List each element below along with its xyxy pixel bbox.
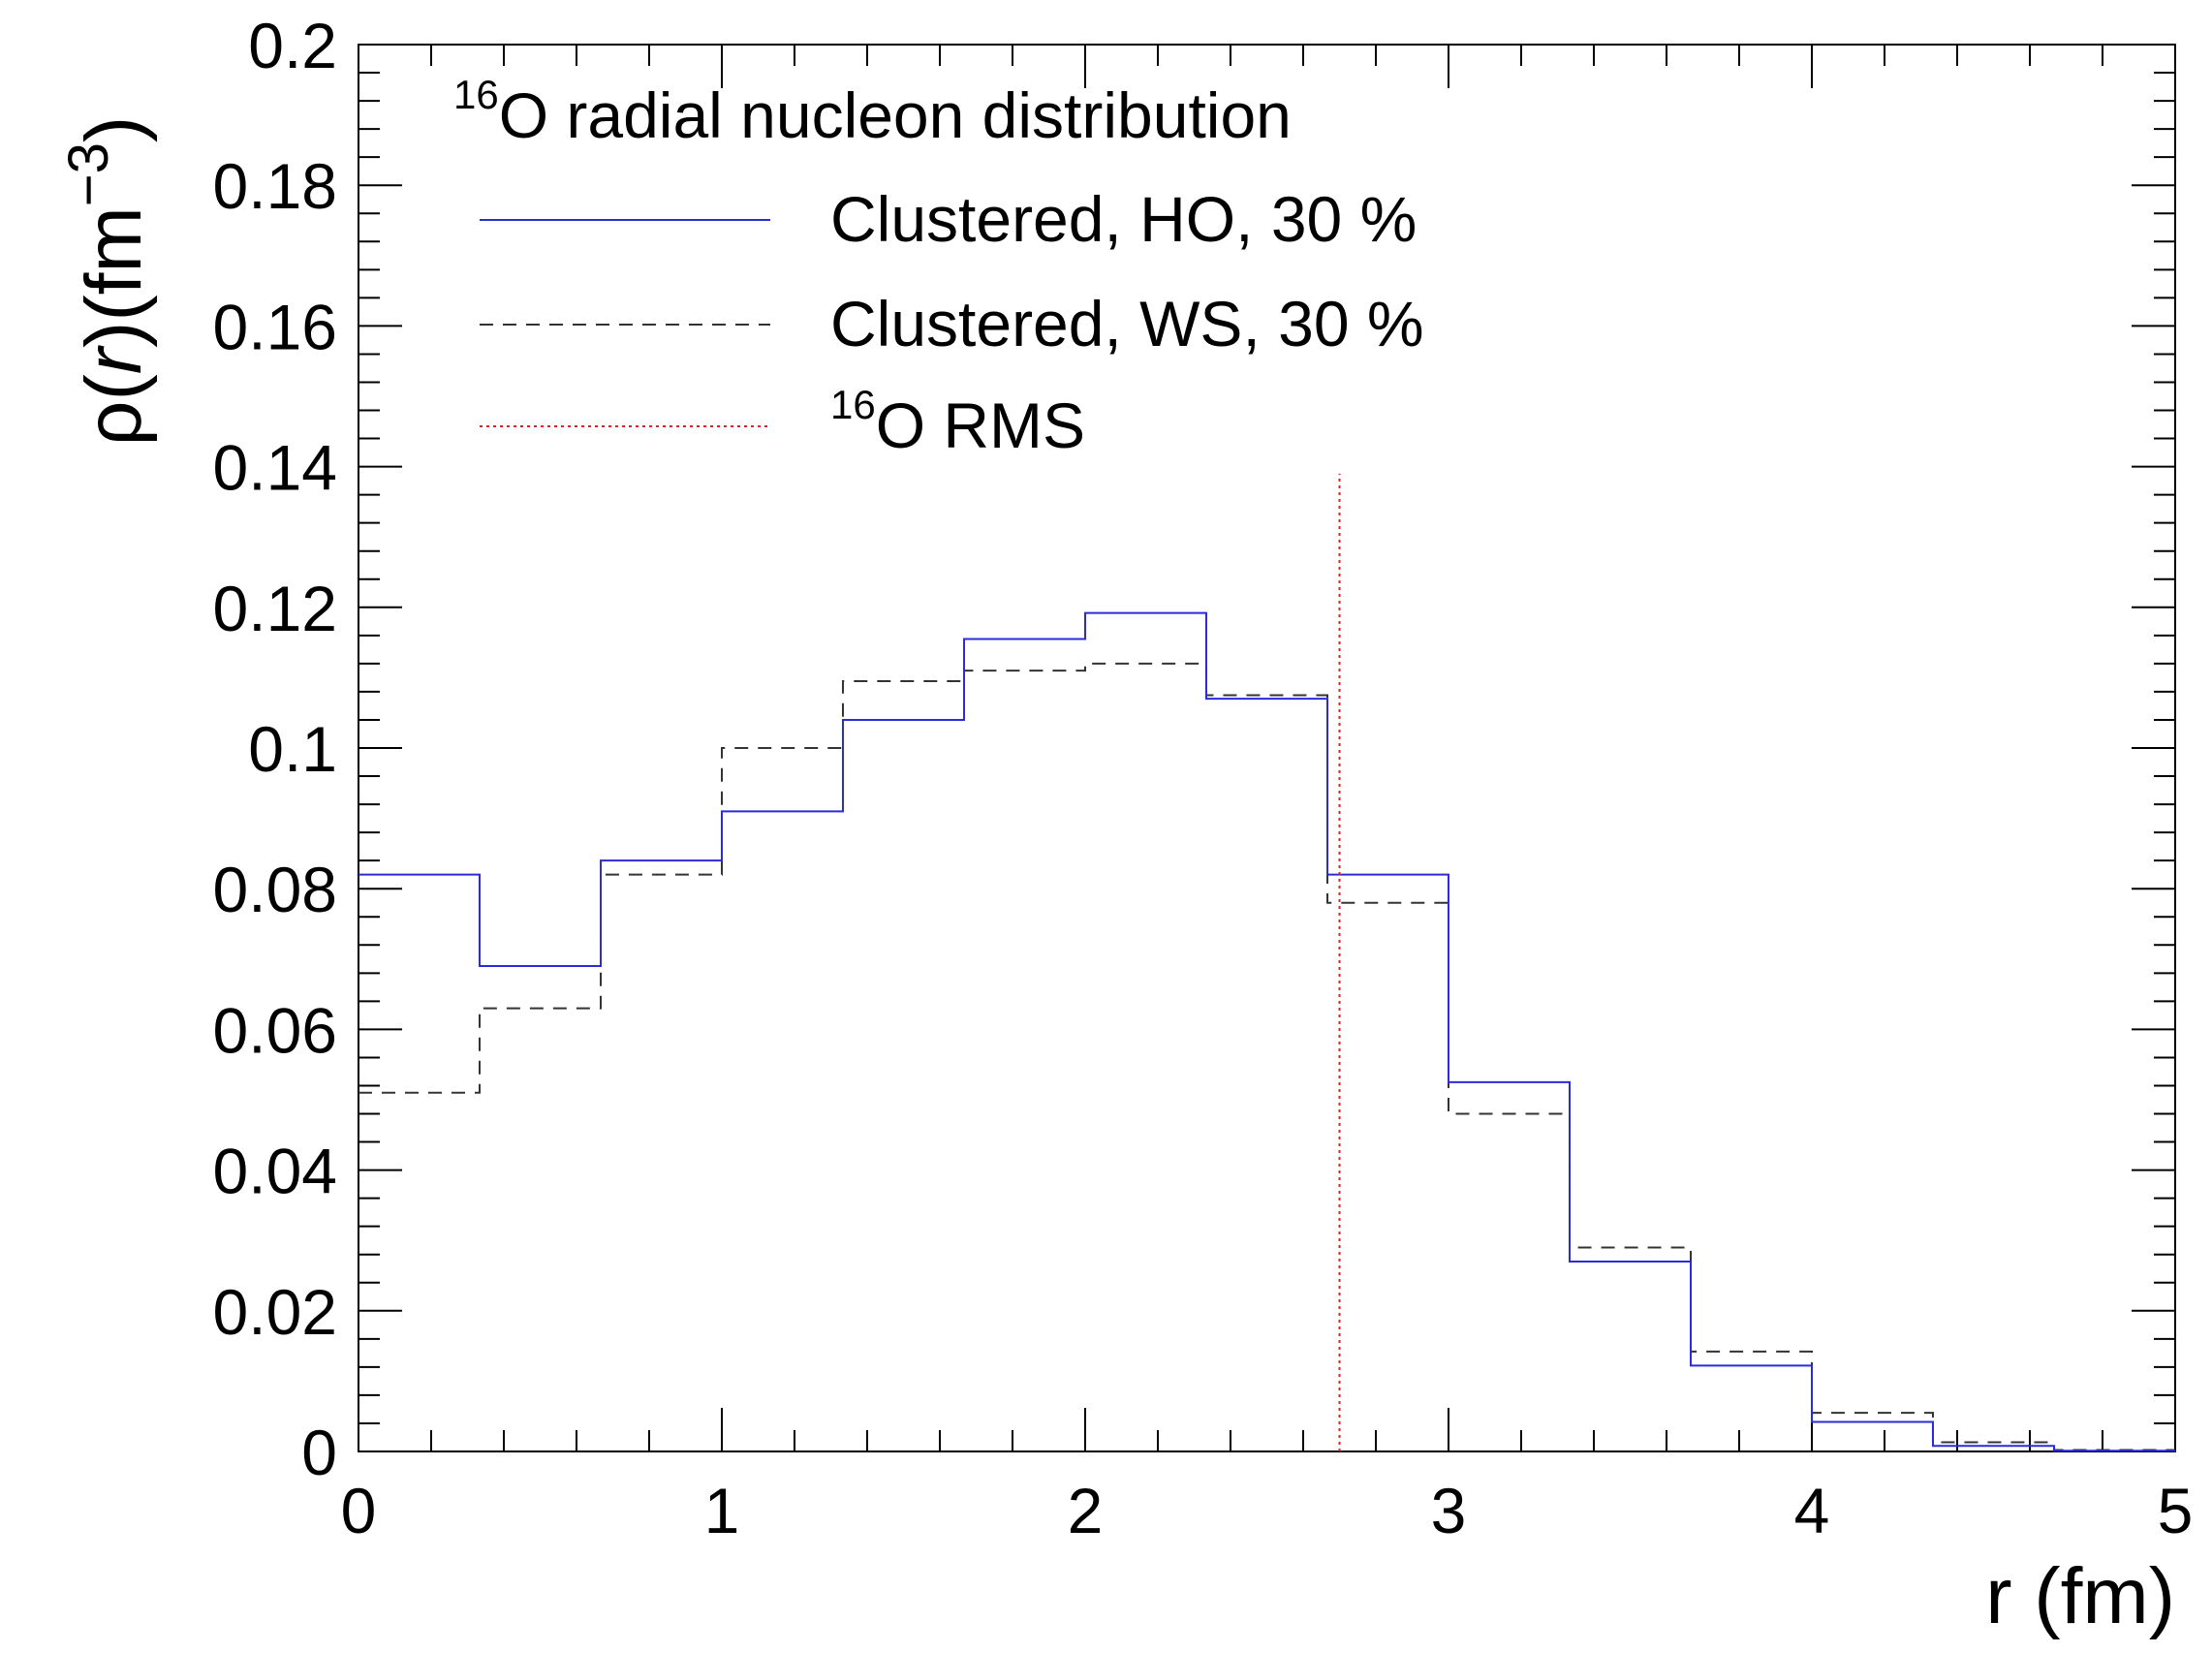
y-tick-label: 0.06 [213, 994, 337, 1066]
legend: 16O radial nucleon distribution Clustere… [453, 72, 1424, 461]
y-axis-title: ρ(r)(fm−3) [57, 116, 158, 446]
x-tick-label: 1 [704, 1475, 740, 1546]
series-ho-line [358, 611, 2175, 1452]
y-tick-label: 0.02 [213, 1276, 337, 1348]
y-title-unit: )(fm [70, 206, 158, 348]
y-tick-label: 0.08 [213, 854, 337, 925]
legend-title-text: O radial nucleon distribution [499, 79, 1292, 151]
plot-frame [358, 44, 2176, 1452]
x-axis-title: r (fm) [1985, 1552, 2175, 1640]
legend-rms-text: O RMS [876, 390, 1085, 461]
x-tick-label: 4 [1794, 1475, 1830, 1546]
y-tick-label: 0.12 [213, 573, 337, 644]
y-title-rho: ρ( [70, 374, 158, 446]
y-title-close: ) [70, 116, 158, 142]
legend-label-ho: Clustered, HO, 30 % [830, 183, 1417, 255]
series-ws-line [358, 662, 2175, 1451]
legend-title: 16O radial nucleon distribution [453, 72, 1292, 151]
y-title-r: r [70, 344, 158, 374]
series-group [358, 473, 2175, 1452]
legend-label-rms: 16O RMS [830, 382, 1085, 461]
svg-text:ρ(r)(fm−3): ρ(r)(fm−3) [57, 116, 158, 446]
legend-label-ws: Clustered, WS, 30 % [830, 288, 1424, 359]
y-tick-label: 0.1 [248, 713, 337, 785]
legend-rms-sup: 16 [830, 382, 876, 427]
x-tick-label: 5 [2158, 1475, 2194, 1546]
legend-title-sup: 16 [453, 72, 499, 117]
x-tick-label: 2 [1068, 1475, 1104, 1546]
x-tick-label: 0 [341, 1475, 377, 1546]
x-tick-label: 3 [1431, 1475, 1467, 1546]
y-tick-label: 0.18 [213, 150, 337, 222]
y-tick-label: 0.2 [248, 10, 337, 81]
y-tick-label: 0.04 [213, 1136, 337, 1207]
y-tick-label: 0 [301, 1417, 337, 1488]
y-tick-label: 0.16 [213, 291, 337, 362]
y-tick-label: 0.14 [213, 432, 337, 504]
axis-ticks [358, 44, 2176, 1452]
y-title-exponent: −3 [57, 142, 120, 206]
tick-labels: 0 1 2 3 4 5 0 0.02 0.04 0.06 0.08 0.1 0.12 0.14 0.16 0.… [213, 10, 2194, 1546]
